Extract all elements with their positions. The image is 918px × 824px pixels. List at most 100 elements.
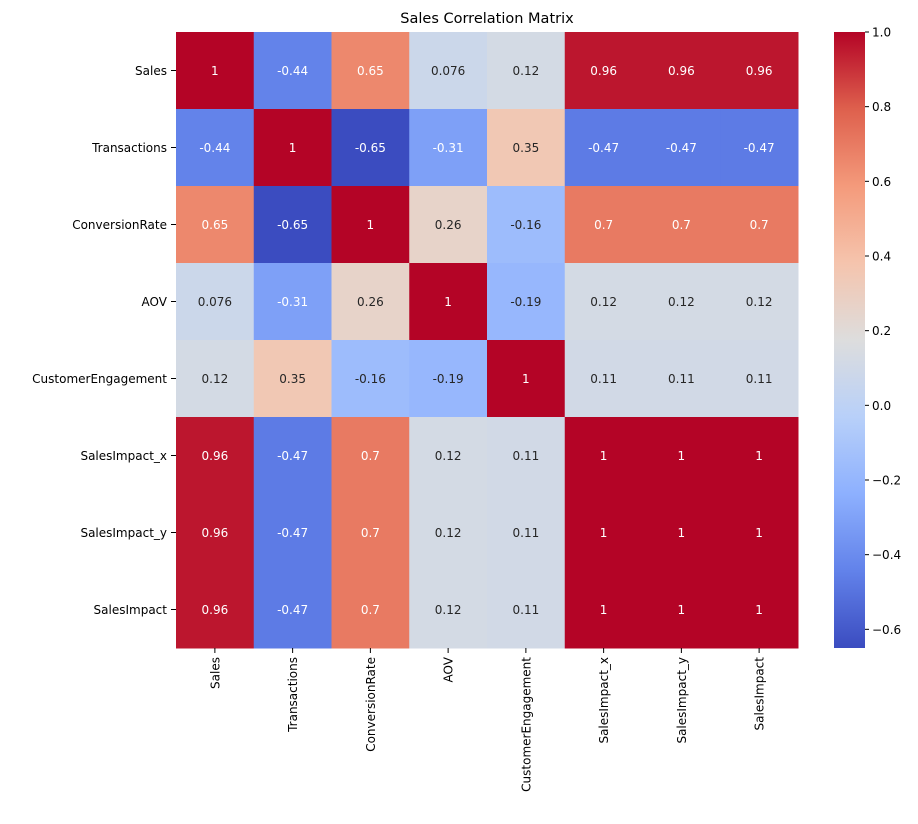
cell-value-label: 0.65 [357, 64, 384, 78]
heatmap-cell [331, 417, 410, 495]
cell-value-label: -0.19 [433, 372, 464, 386]
cell-value-label: 0.7 [361, 449, 380, 463]
heatmap-cell [487, 340, 566, 418]
heatmap-cell [176, 186, 255, 264]
heatmap-cell [564, 186, 643, 264]
cell-value-label: 0.12 [435, 526, 462, 540]
cell-value-label: 1 [678, 603, 686, 617]
cell-value-label: -0.47 [744, 141, 775, 155]
y-tick-label: SalesImpact_x [80, 449, 167, 463]
heatmap-cells: 1 -0.44 0.65 0.076 0.12 0.96 0.96 0.96 -0.44 1 -0.… [176, 32, 799, 649]
cell-value-label: 0.7 [672, 218, 691, 232]
colorbar-tick-label: 0.4 [872, 250, 891, 264]
cell-value-label: -0.47 [666, 141, 697, 155]
cell-value-label: 0.96 [746, 64, 773, 78]
cell-value-label: -0.16 [510, 218, 541, 232]
heatmap-cell [487, 32, 566, 110]
cell-value-label: 0.96 [668, 64, 695, 78]
heatmap-cell [331, 340, 410, 418]
cell-value-label: 0.96 [202, 526, 229, 540]
cell-value-label: 0.11 [513, 603, 540, 617]
cell-value-label: 0.12 [746, 295, 773, 309]
cell-value-label: 0.11 [513, 449, 540, 463]
heatmap-cell [720, 32, 799, 110]
y-tick-label: Sales [135, 64, 167, 78]
heatmap-cell [564, 109, 643, 187]
cell-value-label: -0.65 [277, 218, 308, 232]
heatmap-cell [720, 186, 799, 264]
y-tick-label: AOV [142, 295, 168, 309]
heatmap-cell [642, 263, 721, 341]
colorbar-tick-label: −0.4 [872, 548, 901, 562]
colorbar-tick-label: 0.0 [872, 399, 891, 413]
cell-value-label: 0.26 [357, 295, 384, 309]
cell-value-label: 1 [755, 449, 763, 463]
heatmap-cell [331, 109, 410, 187]
heatmap-cell [409, 186, 488, 264]
cell-value-label: -0.16 [355, 372, 386, 386]
cell-value-label: 0.11 [746, 372, 773, 386]
cell-value-label: 0.96 [590, 64, 617, 78]
heatmap-cell [720, 417, 799, 495]
heatmap-cell [253, 340, 332, 418]
cell-value-label: 0.7 [361, 526, 380, 540]
heatmap-cell [487, 263, 566, 341]
cell-value-label: 1 [211, 64, 219, 78]
heatmap-cell [642, 340, 721, 418]
colorbar-tick-label: −0.6 [872, 623, 901, 637]
cell-value-label: 0.7 [594, 218, 613, 232]
cell-value-label: -0.47 [277, 526, 308, 540]
cell-value-label: 0.12 [513, 64, 540, 78]
heatmap-cell [720, 109, 799, 187]
cell-value-label: 0.96 [202, 449, 229, 463]
cell-value-label: 1 [600, 526, 608, 540]
cell-value-label: 0.12 [668, 295, 695, 309]
x-tick-label: Transactions [286, 657, 300, 733]
y-tick-label: SalesImpact [94, 603, 168, 617]
heatmap-cell [409, 263, 488, 341]
cell-value-label: 1 [755, 526, 763, 540]
y-axis-tick-labels: Sales Transactions ConversionRate AOV Custom… [32, 64, 176, 617]
cell-value-label: 0.12 [202, 372, 229, 386]
colorbar-tick-label: −0.2 [872, 474, 901, 488]
heatmap-cell [642, 186, 721, 264]
heatmap-cell [564, 417, 643, 495]
heatmap-cell [564, 340, 643, 418]
cell-value-label: -0.47 [277, 603, 308, 617]
heatmap-cell [409, 109, 488, 187]
colorbar-tick-label: 0.6 [872, 175, 891, 189]
heatmap-cell [487, 109, 566, 187]
x-tick-label: SalesImpact_y [675, 657, 689, 744]
cell-value-label: 1 [678, 526, 686, 540]
colorbar: −0.6 −0.4 −0.2 0.0 0.2 0.4 0.6 0.8 1.0 [834, 26, 901, 648]
heatmap-cell [642, 417, 721, 495]
colorbar-tick-label: 0.2 [872, 324, 891, 338]
heatmap-cell [409, 494, 488, 572]
cell-value-label: 0.076 [431, 64, 465, 78]
cell-value-label: 0.7 [361, 603, 380, 617]
x-tick-label: AOV [442, 656, 456, 682]
cell-value-label: -0.31 [433, 141, 464, 155]
cell-value-label: 1 [367, 218, 375, 232]
heatmap-cell [720, 494, 799, 572]
heatmap-cell [253, 494, 332, 572]
cell-value-label: 0.076 [198, 295, 232, 309]
x-tick-label: CustomerEngagement [519, 657, 533, 792]
cell-value-label: 1 [522, 372, 530, 386]
cell-value-label: 0.65 [202, 218, 229, 232]
heatmap-cell [720, 263, 799, 341]
heatmap-cell [720, 340, 799, 418]
heatmap-cell [331, 186, 410, 264]
cell-value-label: 0.35 [513, 141, 540, 155]
heatmap-cell [253, 32, 332, 110]
colorbar-tick-label: 1.0 [872, 26, 891, 40]
heatmap-cell [720, 571, 799, 649]
heatmap-cell [564, 263, 643, 341]
cell-value-label: 0.12 [435, 449, 462, 463]
heatmap-cell [253, 417, 332, 495]
cell-value-label: 1 [289, 141, 297, 155]
x-axis-tick-labels: Sales Transactions ConversionRate AOV Custom… [208, 648, 767, 792]
heatmap-cell [409, 340, 488, 418]
heatmap-cell [176, 340, 255, 418]
